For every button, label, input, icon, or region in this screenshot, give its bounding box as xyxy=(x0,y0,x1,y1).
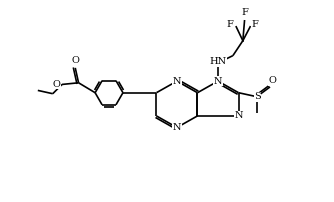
Text: F: F xyxy=(241,8,248,17)
Text: F: F xyxy=(251,20,258,29)
Text: N: N xyxy=(214,77,222,86)
Text: N: N xyxy=(173,123,181,132)
Text: O: O xyxy=(52,80,60,89)
Text: N: N xyxy=(234,112,243,120)
Text: F: F xyxy=(227,20,233,29)
Text: S: S xyxy=(254,92,261,101)
Text: HN: HN xyxy=(209,57,226,66)
Text: N: N xyxy=(173,77,181,86)
Text: O: O xyxy=(268,76,276,85)
Text: O: O xyxy=(71,56,79,65)
